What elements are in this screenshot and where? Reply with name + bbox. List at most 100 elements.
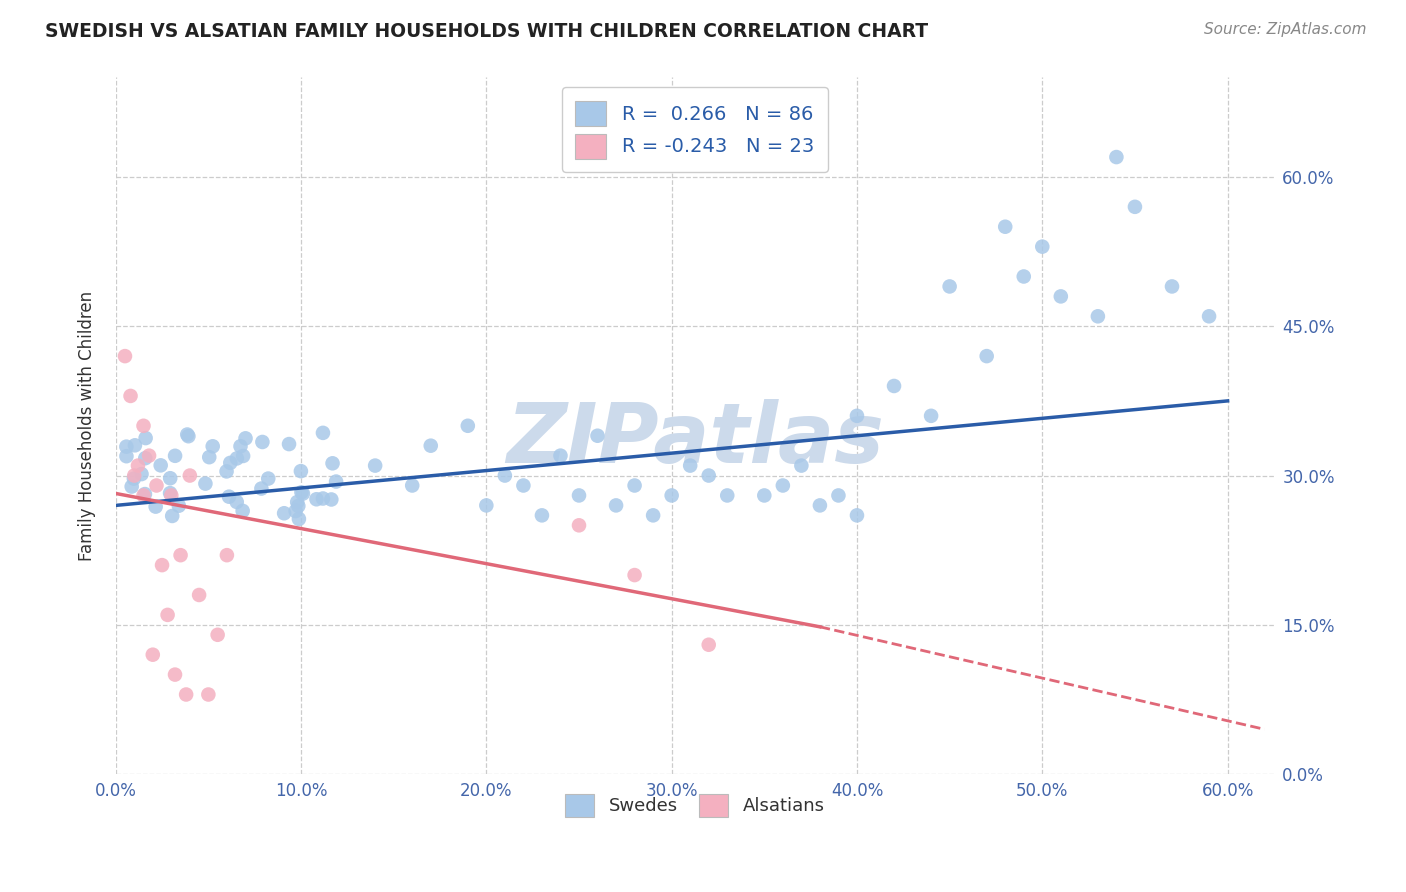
Point: [530, 508, 553, 523]
Point: [138, 449, 160, 463]
Point: [291, 486, 314, 500]
Point: [159, 471, 181, 485]
Point: [145, 478, 167, 492]
Point: [568, 518, 591, 533]
Point: [679, 458, 702, 473]
Point: [188, 588, 211, 602]
Text: Source: ZipAtlas.com: Source: ZipAtlas.com: [1204, 22, 1367, 37]
Point: [312, 491, 335, 506]
Point: [808, 499, 831, 513]
Point: [419, 439, 441, 453]
Point: [883, 379, 905, 393]
Point: [288, 512, 311, 526]
Point: [1123, 200, 1146, 214]
Point: [122, 472, 145, 486]
Point: [225, 495, 247, 509]
Point: [273, 506, 295, 520]
Point: [145, 500, 167, 514]
Point: [1087, 310, 1109, 324]
Point: [150, 558, 173, 573]
Point: [198, 450, 221, 465]
Point: [697, 468, 720, 483]
Point: [550, 449, 572, 463]
Point: [207, 628, 229, 642]
Point: [252, 434, 274, 449]
Point: [149, 458, 172, 473]
Point: [754, 488, 776, 502]
Point: [115, 440, 138, 454]
Legend: Swedes, Alsatians: Swedes, Alsatians: [558, 787, 832, 824]
Point: [716, 488, 738, 502]
Point: [586, 428, 609, 442]
Point: [156, 607, 179, 622]
Point: [229, 439, 252, 453]
Point: [790, 458, 813, 473]
Point: [215, 464, 238, 478]
Point: [131, 467, 153, 481]
Text: SWEDISH VS ALSATIAN FAMILY HOUSEHOLDS WITH CHILDREN CORRELATION CHART: SWEDISH VS ALSATIAN FAMILY HOUSEHOLDS WI…: [45, 22, 928, 41]
Point: [197, 688, 219, 702]
Point: [201, 439, 224, 453]
Point: [772, 478, 794, 492]
Point: [475, 499, 498, 513]
Point: [1161, 279, 1184, 293]
Point: [920, 409, 942, 423]
Point: [401, 478, 423, 492]
Point: [697, 638, 720, 652]
Point: [325, 475, 347, 489]
Point: [643, 508, 665, 523]
Point: [287, 499, 309, 513]
Point: [938, 279, 960, 293]
Point: [194, 476, 217, 491]
Point: [1012, 269, 1035, 284]
Point: [235, 431, 257, 445]
Point: [321, 492, 343, 507]
Point: [257, 472, 280, 486]
Point: [364, 458, 387, 473]
Point: [134, 487, 156, 501]
Point: [232, 449, 254, 463]
Point: [284, 504, 307, 518]
Point: [132, 488, 155, 502]
Point: [290, 485, 312, 500]
Point: [169, 548, 191, 562]
Point: [1049, 289, 1071, 303]
Point: [174, 688, 197, 702]
Point: [163, 667, 186, 681]
Point: [159, 486, 181, 500]
Point: [846, 409, 869, 423]
Point: [219, 456, 242, 470]
Point: [177, 429, 200, 443]
Point: [120, 389, 142, 403]
Point: [142, 648, 165, 662]
Point: [165, 449, 187, 463]
Point: [661, 488, 683, 502]
Point: [127, 458, 149, 473]
Point: [623, 568, 645, 582]
Point: [846, 508, 869, 523]
Point: [232, 504, 254, 518]
Text: ZIPatlas: ZIPatlas: [506, 400, 884, 480]
Point: [160, 488, 183, 502]
Point: [994, 219, 1017, 234]
Point: [122, 468, 145, 483]
Point: [218, 490, 240, 504]
Point: [134, 451, 156, 466]
Point: [167, 499, 190, 513]
Point: [1031, 239, 1053, 253]
Point: [250, 482, 273, 496]
Point: [176, 427, 198, 442]
Point: [457, 418, 479, 433]
Y-axis label: Family Households with Children: Family Households with Children: [79, 291, 96, 561]
Point: [114, 349, 136, 363]
Point: [605, 499, 627, 513]
Point: [290, 464, 312, 478]
Point: [568, 488, 591, 502]
Point: [115, 449, 138, 463]
Point: [278, 437, 301, 451]
Point: [322, 456, 344, 470]
Point: [312, 425, 335, 440]
Point: [285, 495, 308, 509]
Point: [179, 468, 201, 483]
Point: [132, 418, 155, 433]
